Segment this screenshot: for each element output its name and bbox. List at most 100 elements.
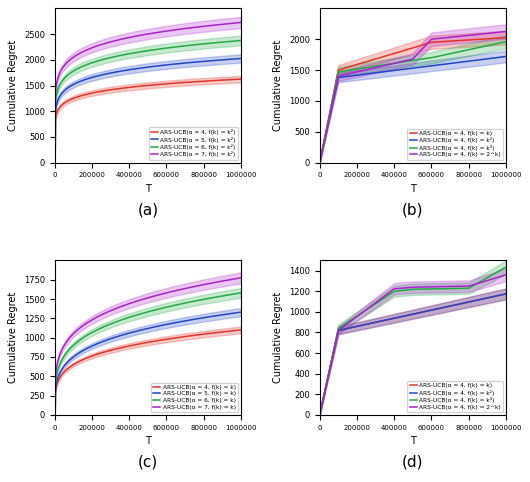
ARS-UCB(α = 4, f(k) = k) [74,360,81,365]
ARS-UCB(α = 5, f(k) = k) [169,321,175,326]
ARS-UCB(α = 7, f(k) = k²) [51,160,58,166]
ARS-UCB(α = 4, f(k) = 2^k) [390,286,396,292]
ARS-UCB(α = 4, f(k) = k²) [169,80,175,86]
Line: ARS-UCB(α = 5, f(k) = k): ARS-UCB(α = 5, f(k) = k) [55,312,241,415]
Y-axis label: Cumulative Regret: Cumulative Regret [273,292,284,383]
ARS-UCB(α = 5, f(k) = k) [125,330,131,336]
ARS-UCB(α = 4, f(k) = k³) [390,61,396,67]
ARS-UCB(α = 4, f(k) = k³) [377,63,384,68]
X-axis label: T: T [145,184,151,194]
Legend: ARS-UCB(α = 4, f(k) = k), ARS-UCB(α = 4, f(k) = k²), ARS-UCB(α = 4, f(k) = k³), : ARS-UCB(α = 4, f(k) = k), ARS-UCB(α = 4,… [407,381,503,412]
ARS-UCB(α = 4, f(k) = k³) [377,297,384,303]
X-axis label: T: T [410,436,416,446]
Line: ARS-UCB(α = 4, f(k) = k²): ARS-UCB(α = 4, f(k) = k²) [320,294,506,415]
Text: (c): (c) [138,455,158,470]
ARS-UCB(α = 4, f(k) = k³) [434,54,440,59]
ARS-UCB(α = 4, f(k) = k³) [503,264,509,270]
ARS-UCB(α = 4, f(k) = 2^k) [316,160,323,166]
ARS-UCB(α = 6, f(k) = k²) [186,42,192,48]
Text: (b): (b) [402,203,423,218]
ARS-UCB(α = 7, f(k) = k²) [125,35,131,40]
ARS-UCB(α = 6, f(k) = k) [51,412,58,418]
ARS-UCB(α = 5, f(k) = k²) [187,60,193,66]
ARS-UCB(α = 4, f(k) = k²) [390,67,396,73]
ARS-UCB(α = 4, f(k) = k) [452,38,458,44]
ARS-UCB(α = 5, f(k) = k²) [169,61,175,67]
Text: (a): (a) [137,203,158,218]
Legend: ARS-UCB(α = 4, f(k) = k²), ARS-UCB(α = 5, f(k) = k²), ARS-UCB(α = 6, f(k) = k²),: ARS-UCB(α = 4, f(k) = k²), ARS-UCB(α = 5… [149,127,238,160]
ARS-UCB(α = 7, f(k) = k) [238,275,244,281]
ARS-UCB(α = 5, f(k) = k²) [238,55,244,61]
ARS-UCB(α = 5, f(k) = k) [112,334,119,340]
Line: ARS-UCB(α = 4, f(k) = k): ARS-UCB(α = 4, f(k) = k) [320,294,506,415]
Line: ARS-UCB(α = 7, f(k) = k²): ARS-UCB(α = 7, f(k) = k²) [55,23,241,163]
ARS-UCB(α = 4, f(k) = k²) [434,306,440,312]
ARS-UCB(α = 4, f(k) = k²) [74,94,81,100]
ARS-UCB(α = 4, f(k) = k) [434,306,440,312]
ARS-UCB(α = 4, f(k) = 2^k) [503,272,509,278]
Line: ARS-UCB(α = 6, f(k) = k): ARS-UCB(α = 6, f(k) = k) [55,293,241,415]
ARS-UCB(α = 6, f(k) = k²) [112,54,119,59]
ARS-UCB(α = 4, f(k) = k²) [238,76,244,82]
ARS-UCB(α = 7, f(k) = k²) [169,27,175,33]
ARS-UCB(α = 4, f(k) = 2^k) [316,412,323,418]
ARS-UCB(α = 5, f(k) = k²) [51,160,58,166]
ARS-UCB(α = 5, f(k) = k) [238,309,244,315]
ARS-UCB(α = 4, f(k) = k) [125,343,131,349]
ARS-UCB(α = 4, f(k) = k²) [451,60,457,66]
ARS-UCB(α = 4, f(k) = k) [390,316,396,321]
ARS-UCB(α = 4, f(k) = k³) [451,50,457,56]
Line: ARS-UCB(α = 4, f(k) = 2^k): ARS-UCB(α = 4, f(k) = 2^k) [320,31,506,163]
ARS-UCB(α = 4, f(k) = 2^k) [434,284,440,290]
ARS-UCB(α = 7, f(k) = k²) [238,20,244,26]
ARS-UCB(α = 4, f(k) = k³) [339,68,345,74]
ARS-UCB(α = 4, f(k) = k) [503,35,509,40]
ARS-UCB(α = 4, f(k) = k) [112,346,119,352]
ARS-UCB(α = 6, f(k) = k) [112,319,119,325]
ARS-UCB(α = 7, f(k) = k²) [187,25,193,31]
ARS-UCB(α = 4, f(k) = k) [452,302,458,308]
ARS-UCB(α = 4, f(k) = k²) [186,79,192,85]
ARS-UCB(α = 5, f(k) = k²) [125,67,131,73]
ARS-UCB(α = 4, f(k) = k) [169,335,175,341]
ARS-UCB(α = 4, f(k) = 2^k) [339,325,345,331]
ARS-UCB(α = 5, f(k) = k) [186,317,192,323]
ARS-UCB(α = 6, f(k) = k) [187,299,193,305]
ARS-UCB(α = 4, f(k) = 2^k) [377,64,384,69]
ARS-UCB(α = 4, f(k) = k³) [390,289,396,295]
ARS-UCB(α = 4, f(k) = k³) [434,286,440,292]
ARS-UCB(α = 4, f(k) = k³) [452,286,458,292]
ARS-UCB(α = 4, f(k) = k³) [316,412,323,418]
ARS-UCB(α = 4, f(k) = k) [503,291,509,297]
Line: ARS-UCB(α = 6, f(k) = k²): ARS-UCB(α = 6, f(k) = k²) [55,40,241,163]
ARS-UCB(α = 6, f(k) = k²) [74,66,81,72]
ARS-UCB(α = 4, f(k) = k) [434,39,440,45]
Y-axis label: Cumulative Regret: Cumulative Regret [8,40,19,131]
ARS-UCB(α = 6, f(k) = k) [125,315,131,321]
ARS-UCB(α = 4, f(k) = k²) [377,319,384,324]
Line: ARS-UCB(α = 4, f(k) = k): ARS-UCB(α = 4, f(k) = k) [55,330,241,415]
ARS-UCB(α = 4, f(k) = k) [316,160,323,166]
ARS-UCB(α = 4, f(k) = k²) [125,84,131,90]
ARS-UCB(α = 4, f(k) = k) [451,38,457,44]
ARS-UCB(α = 4, f(k) = k) [316,412,323,418]
ARS-UCB(α = 6, f(k) = k²) [187,42,193,48]
ARS-UCB(α = 4, f(k) = k²) [339,327,345,333]
ARS-UCB(α = 5, f(k) = k) [187,317,193,323]
ARS-UCB(α = 7, f(k) = k) [112,306,119,311]
ARS-UCB(α = 4, f(k) = k²) [339,74,345,80]
ARS-UCB(α = 4, f(k) = k) [451,302,457,308]
ARS-UCB(α = 5, f(k) = k²) [112,69,119,75]
Y-axis label: Cumulative Regret: Cumulative Regret [8,292,19,383]
ARS-UCB(α = 7, f(k) = k) [186,285,192,291]
Line: ARS-UCB(α = 4, f(k) = k²): ARS-UCB(α = 4, f(k) = k²) [55,79,241,163]
ARS-UCB(α = 4, f(k) = 2^k) [390,61,396,67]
ARS-UCB(α = 5, f(k) = k²) [74,80,81,85]
ARS-UCB(α = 4, f(k) = k³) [316,160,323,166]
X-axis label: T: T [410,184,416,194]
ARS-UCB(α = 4, f(k) = k²) [316,160,323,166]
Text: (d): (d) [402,455,423,470]
ARS-UCB(α = 4, f(k) = k²) [51,160,58,166]
ARS-UCB(α = 7, f(k) = k) [187,284,193,290]
ARS-UCB(α = 7, f(k) = k²) [74,52,81,58]
